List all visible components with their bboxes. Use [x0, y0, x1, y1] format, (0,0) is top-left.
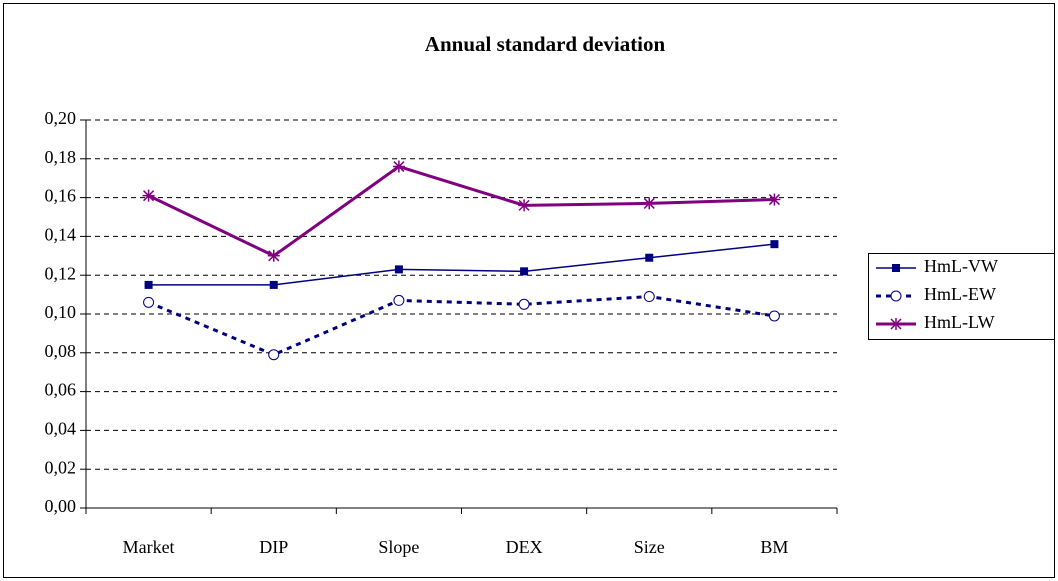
marker [392, 160, 405, 173]
marker [645, 253, 654, 262]
marker [518, 298, 530, 310]
y-tick-label: 0,06 [45, 380, 77, 400]
marker [393, 294, 405, 306]
y-tick-label: 0,12 [45, 263, 77, 283]
legend-marker [892, 264, 900, 272]
x-tick-label: BM [760, 537, 788, 557]
y-tick-label: 0,04 [45, 419, 77, 439]
chart-title: Annual standard deviation [425, 32, 666, 56]
y-tick-label: 0,16 [45, 186, 77, 206]
marker [144, 280, 153, 289]
y-tick-label: 0,00 [45, 496, 77, 516]
marker [269, 280, 278, 289]
marker [768, 310, 780, 322]
x-tick-label: Slope [378, 537, 419, 557]
y-tick-label: 0,18 [45, 147, 77, 167]
legend-marker [890, 318, 902, 330]
marker [643, 197, 656, 210]
marker [770, 240, 779, 249]
y-tick-label: 0,10 [45, 302, 77, 322]
legend-label: HmL-EW [924, 284, 996, 304]
x-tick-label: DIP [259, 537, 288, 557]
marker [267, 249, 280, 262]
marker [520, 267, 529, 276]
legend-label: HmL-VW [924, 256, 998, 276]
y-tick-label: 0,02 [45, 457, 77, 477]
marker [143, 296, 155, 308]
legend-marker [890, 290, 902, 302]
x-tick-label: Market [123, 537, 175, 557]
series-line [147, 164, 775, 258]
x-tick-label: Size [634, 537, 665, 557]
x-tick-label: DEX [506, 537, 543, 557]
y-tick-label: 0,14 [45, 225, 77, 245]
y-tick-label: 0,20 [45, 108, 77, 128]
marker [394, 265, 403, 274]
legend-label: HmL-LW [924, 312, 995, 332]
y-tick-label: 0,08 [45, 341, 77, 361]
series-line [148, 243, 775, 286]
marker [268, 349, 280, 361]
series-line [148, 295, 775, 357]
marker [643, 291, 655, 303]
marker [768, 193, 781, 206]
marker [518, 199, 531, 212]
marker [142, 189, 155, 202]
